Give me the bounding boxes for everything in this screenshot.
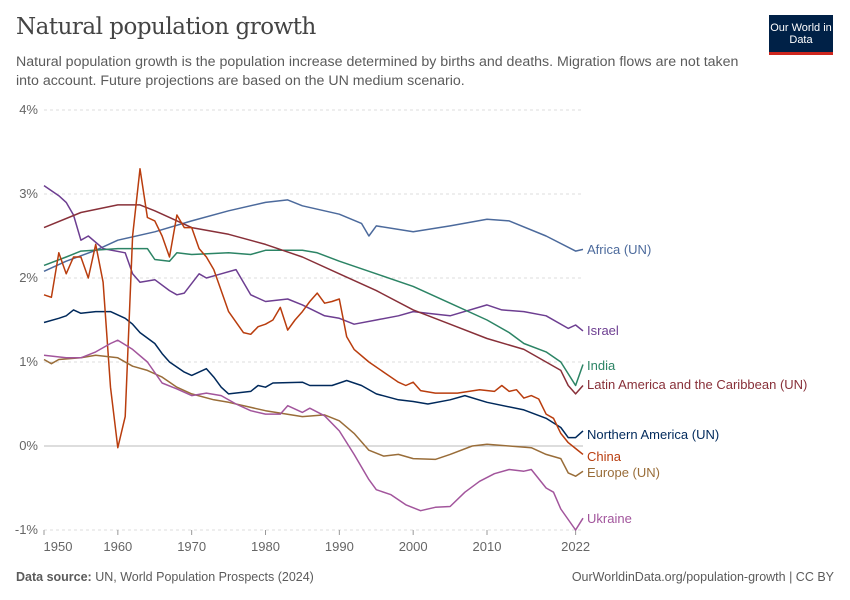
series-label: Africa (UN) bbox=[587, 242, 651, 257]
y-tick-label: 2% bbox=[19, 270, 38, 285]
series-label: India bbox=[587, 358, 616, 373]
series-line-northern-america-un- bbox=[43, 309, 584, 439]
page-subtitle: Natural population growth is the populat… bbox=[16, 54, 739, 89]
x-tick-label: 1970 bbox=[177, 539, 206, 554]
x-tick-label: 2022 bbox=[561, 539, 590, 554]
x-tick-label: 1960 bbox=[103, 539, 132, 554]
y-tick-label: -1% bbox=[15, 522, 39, 537]
series-line-europe-un- bbox=[43, 354, 584, 477]
y-tick-label: 1% bbox=[19, 354, 38, 369]
series-label: Latin America and the Caribbean (UN) bbox=[587, 377, 807, 392]
y-tick-label: 0% bbox=[19, 438, 38, 453]
series-line-latin-america-and-the-caribbean-un- bbox=[43, 204, 584, 395]
x-tick-label: 2010 bbox=[473, 539, 502, 554]
series-label: Israel bbox=[587, 323, 619, 338]
y-tick-label: 4% bbox=[19, 102, 38, 117]
series-label: Ukraine bbox=[587, 511, 632, 526]
page-title: Natural population growth bbox=[16, 14, 316, 40]
data-source-label: Data source: bbox=[16, 570, 92, 584]
series-line-ukraine bbox=[43, 339, 584, 531]
series-label: China bbox=[587, 449, 622, 464]
y-tick-label: 3% bbox=[19, 186, 38, 201]
series-line-israel bbox=[43, 184, 584, 332]
series-label: Europe (UN) bbox=[587, 465, 660, 480]
x-tick-label: 1950 bbox=[44, 539, 73, 554]
data-source-text: UN, World Population Prospects (2024) bbox=[95, 570, 314, 584]
x-tick-label: 1980 bbox=[251, 539, 280, 554]
source-link[interactable]: OurWorldinData.org/population-growth | C… bbox=[571, 570, 834, 584]
series-label: Northern America (UN) bbox=[587, 427, 719, 442]
owid-logo[interactable]: Our World in Data bbox=[769, 15, 833, 55]
x-tick-label: 2000 bbox=[399, 539, 428, 554]
series-line-africa-un- bbox=[43, 199, 584, 272]
series-line-china bbox=[43, 168, 584, 455]
series-line-india bbox=[43, 247, 584, 387]
x-tick-label: 1990 bbox=[325, 539, 354, 554]
data-source: Data source: UN, World Population Prospe… bbox=[16, 570, 314, 584]
